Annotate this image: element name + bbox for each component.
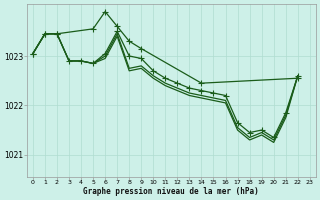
X-axis label: Graphe pression niveau de la mer (hPa): Graphe pression niveau de la mer (hPa) [84,187,259,196]
